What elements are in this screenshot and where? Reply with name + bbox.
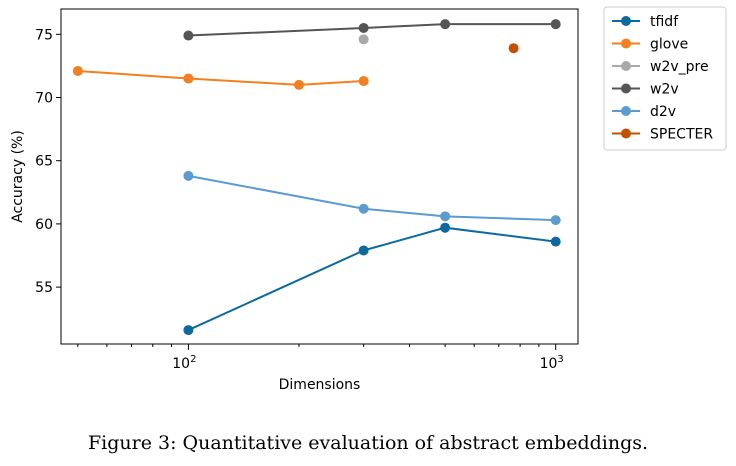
legend-label-glove: glove [650, 37, 688, 53]
figure-caption: Figure 3: Quantitative evaluation of abs… [87, 432, 649, 454]
y-tick-label: 55 [35, 280, 53, 296]
legend-marker-w2v [621, 83, 631, 94]
data-point-w2v-2 [440, 19, 451, 30]
legend-label-w2v: w2v [650, 82, 679, 98]
data-point-tfidf-2 [440, 222, 451, 233]
data-point-tfidf-1 [358, 245, 369, 256]
plot-area [72, 19, 561, 336]
data-point-glove-0 [72, 65, 83, 76]
axes: 55 60 65 70 75 102 103 Dimensions Accuracy (%) [10, 8, 579, 393]
legend-label-d2v: d2v [650, 104, 676, 120]
series-line-tfidf [187, 226, 556, 332]
data-point-tfidf-3 [550, 236, 561, 247]
legend-label-tfidf: tfidf [650, 14, 679, 30]
data-point-w2v-0 [183, 30, 194, 41]
legend-marker-glove [621, 38, 631, 49]
x-tick-label: 103 [540, 354, 564, 372]
y-tick-label: 60 [35, 217, 53, 233]
y-tick-label: 75 [35, 27, 53, 43]
data-point-glove-2 [293, 79, 304, 90]
data-point-w2v-1 [358, 22, 369, 33]
legend-label-SPECTER: SPECTER [650, 127, 713, 143]
y-tick-label: 65 [35, 154, 53, 170]
series-line-glove [77, 69, 364, 86]
data-point-glove-3 [358, 76, 369, 87]
data-point-w2v_pre-0 [358, 34, 369, 45]
x-tick-label: 102 [172, 354, 196, 372]
data-point-d2v-3 [550, 215, 561, 226]
legend: tfidf glove w2v_pre w2v d2v SPECTER [603, 6, 727, 151]
data-point-d2v-0 [183, 170, 194, 181]
legend-label-w2v_pre: w2v_pre [650, 59, 709, 75]
data-point-d2v-1 [358, 203, 369, 214]
y-axis-label: Accuracy (%) [10, 130, 26, 223]
y-tick-label: 70 [35, 90, 53, 106]
data-point-w2v-3 [550, 19, 561, 30]
legend-marker-tfidf [621, 16, 631, 26]
legend-marker-d2v [621, 106, 631, 116]
series-line-w2v [188, 23, 556, 37]
data-point-glove-1 [183, 73, 194, 84]
data-point-tfidf-0 [183, 325, 194, 336]
legend-marker-w2v_pre [621, 61, 631, 71]
x-axis-label: Dimensions [279, 377, 361, 393]
plot-frame [60, 8, 579, 345]
data-point-d2v-2 [440, 211, 451, 222]
legend-marker-SPECTER [621, 128, 631, 139]
data-point-SPECTER-0 [508, 43, 519, 54]
series-line-d2v [188, 174, 556, 222]
